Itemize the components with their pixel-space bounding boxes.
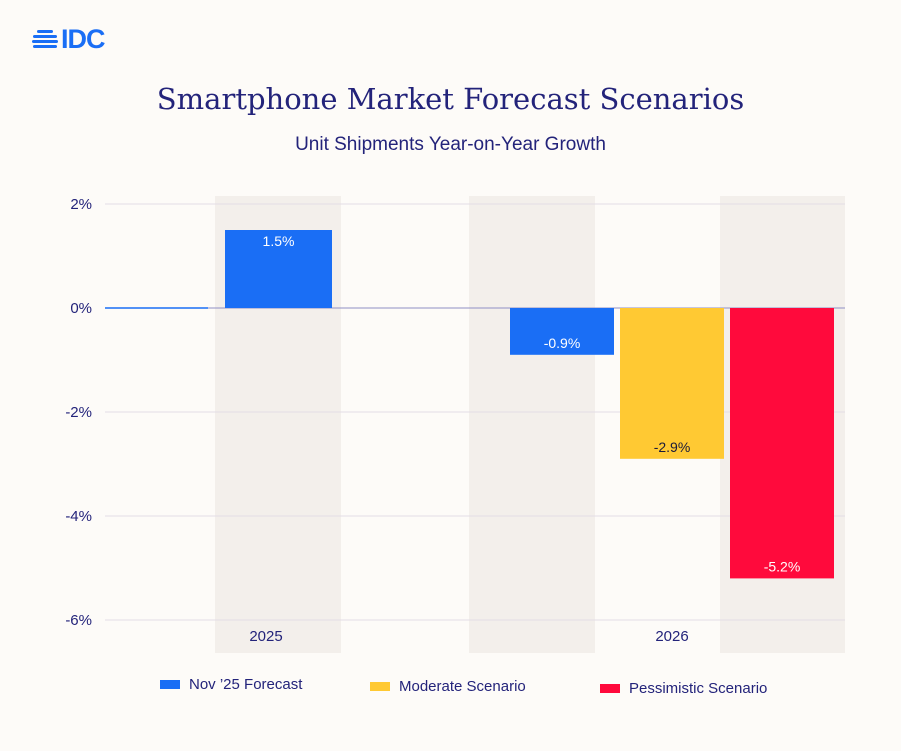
- category-band: [469, 196, 595, 653]
- legend-label: Nov ’25 Forecast: [189, 676, 303, 693]
- data-label: -5.2%: [764, 558, 801, 574]
- data-label: 1.5%: [263, 233, 295, 249]
- data-label: -0.9%: [544, 335, 581, 351]
- bar: [730, 308, 834, 579]
- legend-swatch: [370, 682, 390, 691]
- globe-icon: [32, 29, 58, 48]
- idc-logo: IDC: [32, 24, 105, 55]
- bar: [225, 230, 332, 308]
- legend-swatch: [160, 680, 180, 689]
- y-tick-label: 2%: [70, 196, 92, 213]
- bar: [620, 308, 724, 459]
- y-tick-label: -6%: [65, 612, 92, 629]
- x-tick-label: 2026: [655, 628, 688, 645]
- chart-title: Smartphone Market Forecast Scenarios: [156, 82, 745, 116]
- data-label: -2.9%: [654, 439, 691, 455]
- y-tick-label: 0%: [70, 300, 92, 317]
- x-tick-label: 2025: [249, 628, 282, 645]
- legend-item-pessimistic: Pessimistic Scenario: [600, 680, 767, 697]
- legend-label: Moderate Scenario: [399, 678, 526, 695]
- chart-subtitle: Unit Shipments Year-on-Year Growth: [295, 134, 606, 155]
- bar: [510, 308, 614, 355]
- legend-item-forecast: Nov ’25 Forecast: [160, 676, 302, 693]
- legend-item-moderate: Moderate Scenario: [370, 678, 526, 695]
- y-tick-label: -4%: [65, 508, 92, 525]
- y-tick-label: -2%: [65, 404, 92, 421]
- legend-label: Pessimistic Scenario: [629, 680, 768, 697]
- legend-swatch: [600, 684, 620, 693]
- logo-text: IDC: [61, 24, 105, 54]
